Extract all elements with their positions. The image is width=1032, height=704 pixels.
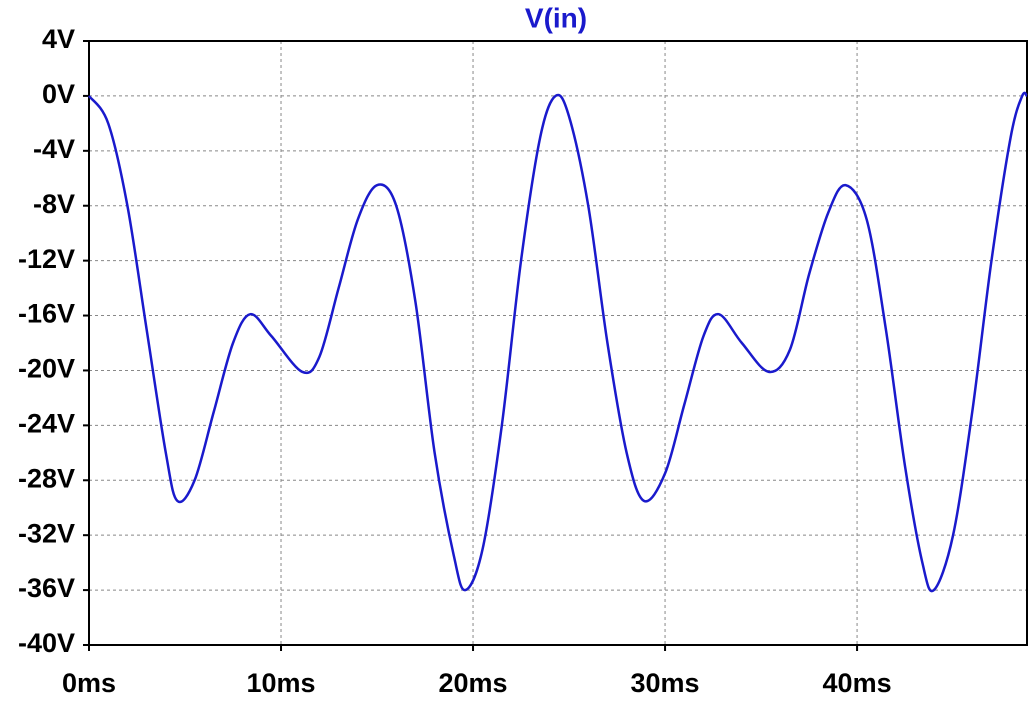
y-tick-label: -8V	[33, 189, 75, 219]
y-tick-label: -40V	[18, 628, 75, 658]
y-tick-label: -28V	[18, 463, 75, 493]
plot-frame	[88, 40, 1028, 646]
y-tick-label: -32V	[18, 518, 75, 548]
x-tick-label: 10ms	[246, 668, 315, 698]
x-tick-label: 40ms	[823, 668, 892, 698]
y-tick-label: -4V	[33, 134, 75, 164]
y-tick-label: -12V	[18, 244, 75, 274]
y-tick-label: -24V	[18, 408, 75, 438]
y-tick-label: 0V	[42, 79, 75, 109]
x-tick-label: 0ms	[62, 668, 116, 698]
series-line	[87, 91, 1029, 593]
y-tick-label: -36V	[18, 573, 75, 603]
x-tick-label: 20ms	[439, 668, 508, 698]
y-tick-label: -20V	[18, 354, 75, 384]
y-tick-label: -16V	[18, 299, 75, 329]
chart-title: V(in)	[525, 2, 587, 33]
x-tick-label: 30ms	[631, 668, 700, 698]
y-tick-label: 4V	[42, 24, 75, 54]
